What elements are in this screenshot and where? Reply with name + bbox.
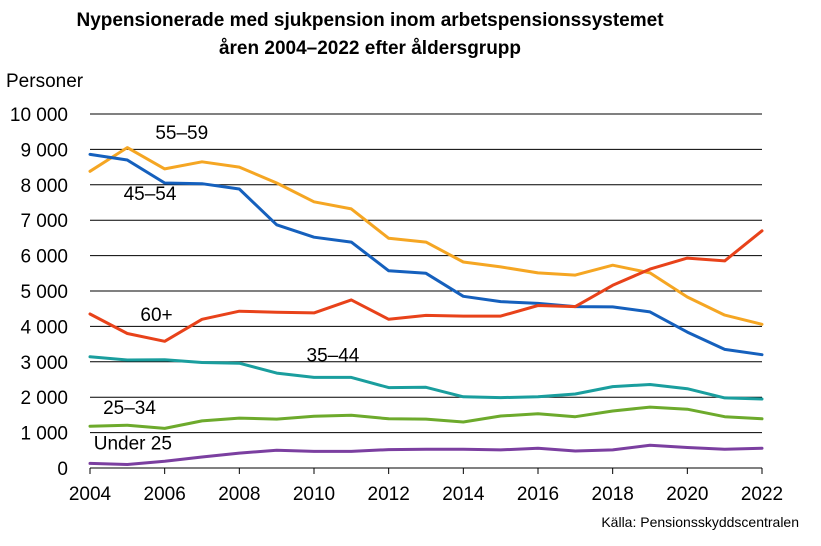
x-tick-label: 2004	[69, 484, 112, 505]
x-tick-label: 2020	[666, 484, 708, 505]
series-line	[88, 152, 764, 357]
y-tick-label: 4 000	[20, 317, 68, 338]
y-tick-label: 10 000	[10, 105, 68, 126]
y-tick-label: 7 000	[20, 211, 68, 232]
series-line	[88, 443, 764, 466]
x-tick-label: 2018	[592, 484, 634, 505]
series-line	[88, 355, 764, 401]
series-label: 55–59	[155, 123, 208, 144]
chart-subtitle: åren 2004–2022 efter åldersgrupp	[218, 38, 522, 59]
chart-title: Nypensionerade med sjukpension inom arbe…	[76, 10, 664, 31]
series-line	[88, 229, 764, 343]
series-line	[88, 405, 764, 430]
x-tick-label: 2010	[293, 484, 335, 505]
y-tick-label: 1 000	[20, 424, 68, 445]
x-tick-label: 2012	[368, 484, 410, 505]
x-tick-label: 2006	[144, 484, 186, 505]
x-tick-label: 2016	[517, 484, 559, 505]
y-tick-label: 3 000	[20, 353, 68, 374]
series-label: 45–54	[124, 184, 177, 205]
x-tick-label: 2022	[741, 484, 783, 505]
y-tick-label: 6 000	[20, 247, 68, 268]
series-label: 35–44	[307, 345, 360, 366]
x-tick-label: 2008	[218, 484, 260, 505]
series-label: 25–34	[103, 398, 156, 419]
y-tick-label: 8 000	[20, 176, 68, 197]
y-axis-label: Personer	[6, 71, 84, 92]
source-note: Källa: Pensionsskyddscentralen	[601, 514, 799, 530]
y-tick-label: 5 000	[20, 282, 68, 303]
x-tick-label: 2014	[442, 484, 485, 505]
y-tick-label: 0	[57, 459, 68, 480]
y-tick-label: 9 000	[20, 140, 68, 161]
y-tick-label: 2 000	[20, 388, 68, 409]
series-line	[88, 146, 764, 326]
series-label: 60+	[140, 305, 172, 326]
series-label: Under 25	[94, 434, 172, 455]
